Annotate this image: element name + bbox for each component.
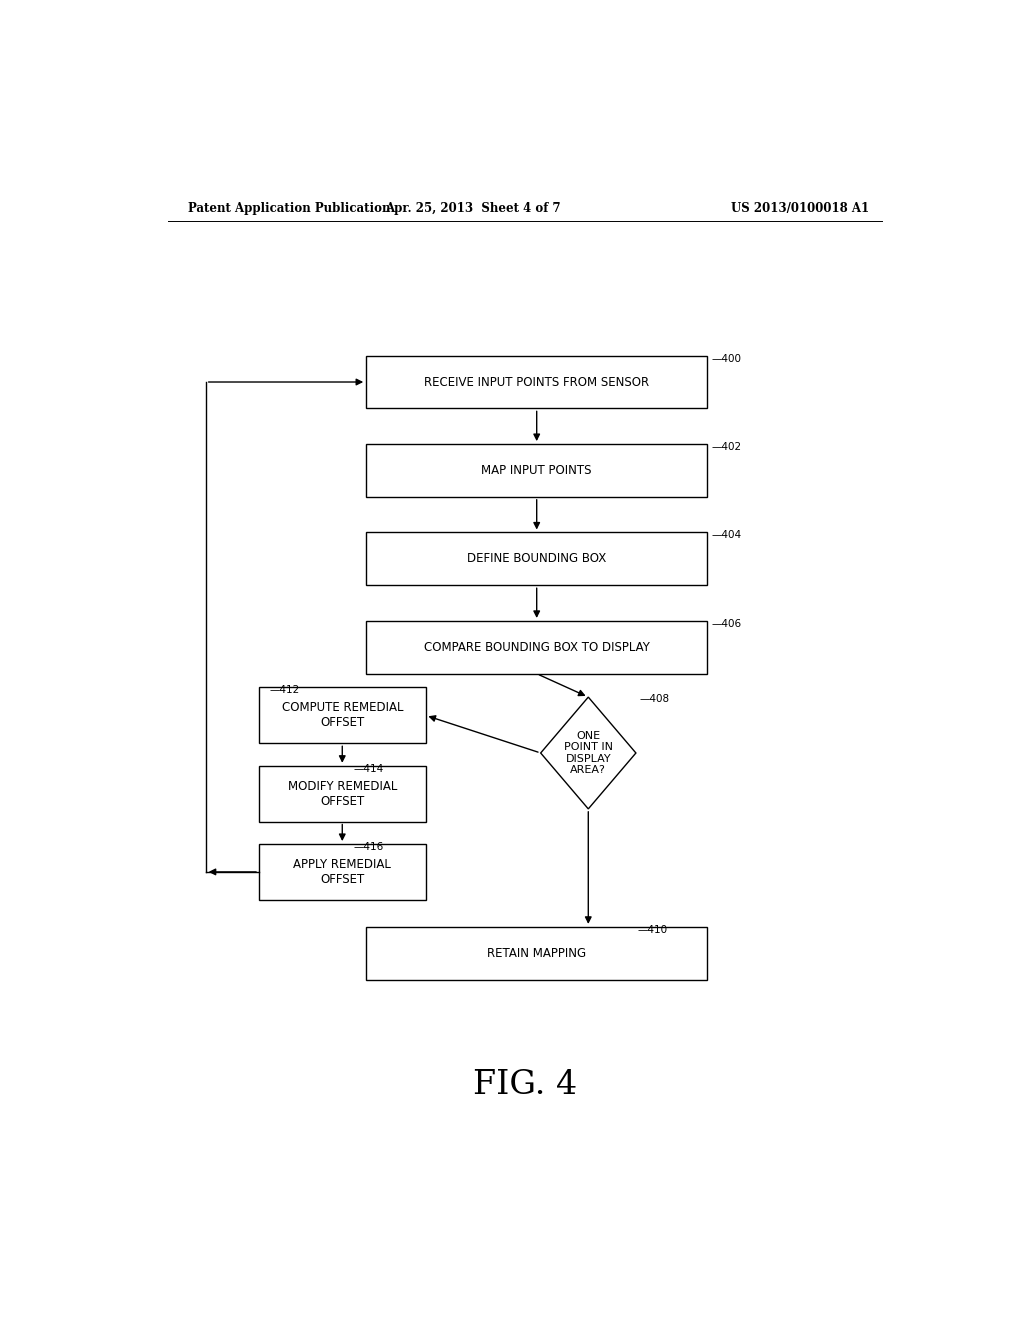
Text: —406: —406	[712, 619, 741, 628]
Text: RECEIVE INPUT POINTS FROM SENSOR: RECEIVE INPUT POINTS FROM SENSOR	[424, 375, 649, 388]
Text: MODIFY REMEDIAL
OFFSET: MODIFY REMEDIAL OFFSET	[288, 780, 397, 808]
Text: —410: —410	[638, 925, 668, 935]
FancyBboxPatch shape	[367, 927, 708, 979]
Text: US 2013/0100018 A1: US 2013/0100018 A1	[731, 202, 869, 215]
Text: Apr. 25, 2013  Sheet 4 of 7: Apr. 25, 2013 Sheet 4 of 7	[385, 202, 561, 215]
Text: —416: —416	[353, 842, 384, 853]
Text: —408: —408	[640, 694, 670, 704]
Text: Patent Application Publication: Patent Application Publication	[187, 202, 390, 215]
FancyBboxPatch shape	[259, 766, 426, 821]
Text: COMPARE BOUNDING BOX TO DISPLAY: COMPARE BOUNDING BOX TO DISPLAY	[424, 640, 649, 653]
Text: FIG. 4: FIG. 4	[473, 1069, 577, 1101]
Text: MAP INPUT POINTS: MAP INPUT POINTS	[481, 463, 592, 477]
FancyBboxPatch shape	[259, 688, 426, 743]
FancyBboxPatch shape	[367, 444, 708, 496]
FancyBboxPatch shape	[367, 532, 708, 585]
Text: ONE
POINT IN
DISPLAY
AREA?: ONE POINT IN DISPLAY AREA?	[564, 730, 612, 775]
Polygon shape	[541, 697, 636, 809]
Text: —400: —400	[712, 354, 741, 363]
Text: —402: —402	[712, 442, 741, 451]
Text: APPLY REMEDIAL
OFFSET: APPLY REMEDIAL OFFSET	[293, 858, 391, 886]
Text: RETAIN MAPPING: RETAIN MAPPING	[487, 946, 587, 960]
Text: DEFINE BOUNDING BOX: DEFINE BOUNDING BOX	[467, 552, 606, 565]
FancyBboxPatch shape	[259, 843, 426, 900]
Text: COMPUTE REMEDIAL
OFFSET: COMPUTE REMEDIAL OFFSET	[282, 701, 403, 730]
FancyBboxPatch shape	[367, 620, 708, 673]
FancyBboxPatch shape	[367, 355, 708, 408]
Text: —414: —414	[353, 764, 384, 774]
Text: —404: —404	[712, 531, 741, 540]
Text: —412: —412	[269, 685, 299, 694]
